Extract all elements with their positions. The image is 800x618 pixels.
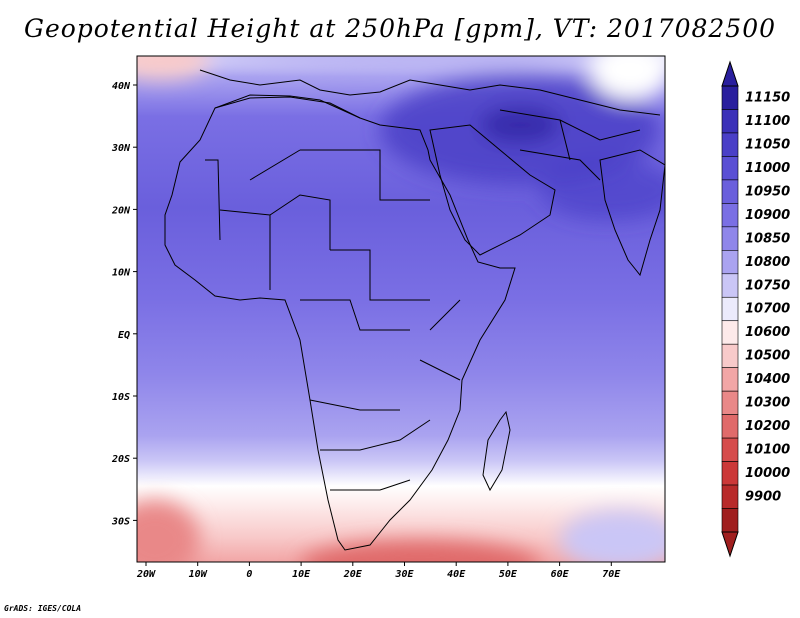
lon-tick-label: 40E bbox=[447, 569, 466, 580]
asia-borders bbox=[499, 109, 641, 181]
madagascar bbox=[482, 410, 511, 492]
colorbar-swatch bbox=[721, 109, 739, 134]
lat-tick-label: 30N bbox=[111, 143, 131, 154]
lon-tick-label: 60E bbox=[551, 569, 570, 580]
colorbar-label: 10000 bbox=[745, 466, 790, 481]
colorbar-label: 10400 bbox=[745, 372, 790, 387]
lon-tick-label: 10E bbox=[292, 569, 311, 580]
lat-tick-label: 40N bbox=[112, 81, 131, 92]
arabian-peninsula bbox=[429, 124, 556, 256]
internal-borders bbox=[205, 149, 461, 491]
europe-coast bbox=[199, 69, 661, 116]
lon-tick-label: 0 bbox=[246, 569, 252, 580]
colorbar-swatch bbox=[721, 320, 739, 345]
colorbar-swatch bbox=[721, 414, 739, 439]
lat-tick-label: 20N bbox=[111, 205, 131, 216]
longitude-axis: 20W 10W 0 10E 20E 30E 40E 50E 60E 70E bbox=[136, 562, 621, 580]
colorbar-label: 10100 bbox=[745, 443, 790, 458]
colorbar-swatch bbox=[721, 296, 739, 322]
colorbar-label: 11100 bbox=[745, 114, 790, 129]
lon-tick-label: 20E bbox=[343, 569, 363, 580]
colorbar-swatch bbox=[721, 343, 739, 368]
mediterranean-south bbox=[214, 96, 361, 119]
lat-tick-label: 10N bbox=[112, 268, 131, 279]
india-outline bbox=[599, 149, 665, 277]
lon-tick-label: 20W bbox=[136, 569, 156, 580]
colorbar-label: 10600 bbox=[745, 325, 790, 340]
colorbar-swatch bbox=[721, 437, 739, 462]
colorbar-label: 10800 bbox=[745, 255, 790, 270]
lat-tick-label: 10S bbox=[112, 392, 130, 403]
colorbar-swatch bbox=[721, 508, 739, 533]
colorbar: 11150 11100 11050 11000 10950 10900 10850 10800… bbox=[721, 85, 790, 533]
colorbar-label: 10700 bbox=[745, 302, 790, 317]
colorbar-label: 10500 bbox=[745, 349, 790, 364]
latitude-axis: 40N 30N 20N 10N EQ 10S 20S 30S bbox=[111, 81, 137, 527]
colorbar-swatch bbox=[721, 390, 739, 415]
colorbar-swatch bbox=[721, 367, 739, 392]
colorbar-swatch bbox=[721, 250, 739, 275]
colorbar-swatch bbox=[721, 273, 739, 298]
colorbar-label: 10300 bbox=[745, 396, 790, 411]
colorbar-swatch bbox=[721, 85, 739, 110]
colorbar-label: 10850 bbox=[745, 231, 790, 246]
colorbar-swatch bbox=[721, 203, 739, 228]
grads-credit: GrADS: IGES/COLA bbox=[4, 604, 82, 613]
lon-tick-label: 50E bbox=[499, 569, 518, 580]
map-title: Geopotential Height at 250hPa [gpm], VT:… bbox=[23, 14, 777, 43]
colorbar-swatch bbox=[721, 461, 739, 486]
colorbar-label: 11000 bbox=[745, 161, 790, 176]
colorbar-label: 10900 bbox=[745, 208, 790, 223]
lat-tick-label: 30S bbox=[111, 516, 130, 527]
lat-tick-label: 20S bbox=[111, 454, 130, 465]
coastlines bbox=[164, 69, 665, 551]
africa-outline bbox=[164, 94, 516, 551]
colorbar-top-arrow bbox=[721, 60, 739, 87]
colorbar-label: 10950 bbox=[745, 184, 790, 199]
colorbar-label: 11150 bbox=[745, 90, 790, 105]
colorbar-label: 9900 bbox=[745, 490, 781, 505]
colorbar-swatch bbox=[721, 484, 739, 509]
colorbar-swatch bbox=[721, 132, 739, 157]
colorbar-swatch bbox=[721, 156, 739, 181]
lon-tick-label: 10W bbox=[189, 569, 208, 580]
colorbar-label: 11050 bbox=[745, 137, 790, 152]
colorbar-bottom-arrow bbox=[721, 531, 739, 558]
colorbar-swatch bbox=[721, 226, 739, 251]
colorbar-label: 10200 bbox=[745, 419, 790, 434]
height-field bbox=[137, 56, 665, 562]
lon-tick-label: 70E bbox=[602, 569, 621, 580]
map-frame bbox=[136, 55, 666, 563]
lat-tick-label: EQ bbox=[118, 330, 130, 341]
colorbar-swatch bbox=[721, 179, 739, 204]
colorbar-label: 10750 bbox=[745, 278, 790, 293]
lon-tick-label: 30E bbox=[394, 569, 414, 580]
